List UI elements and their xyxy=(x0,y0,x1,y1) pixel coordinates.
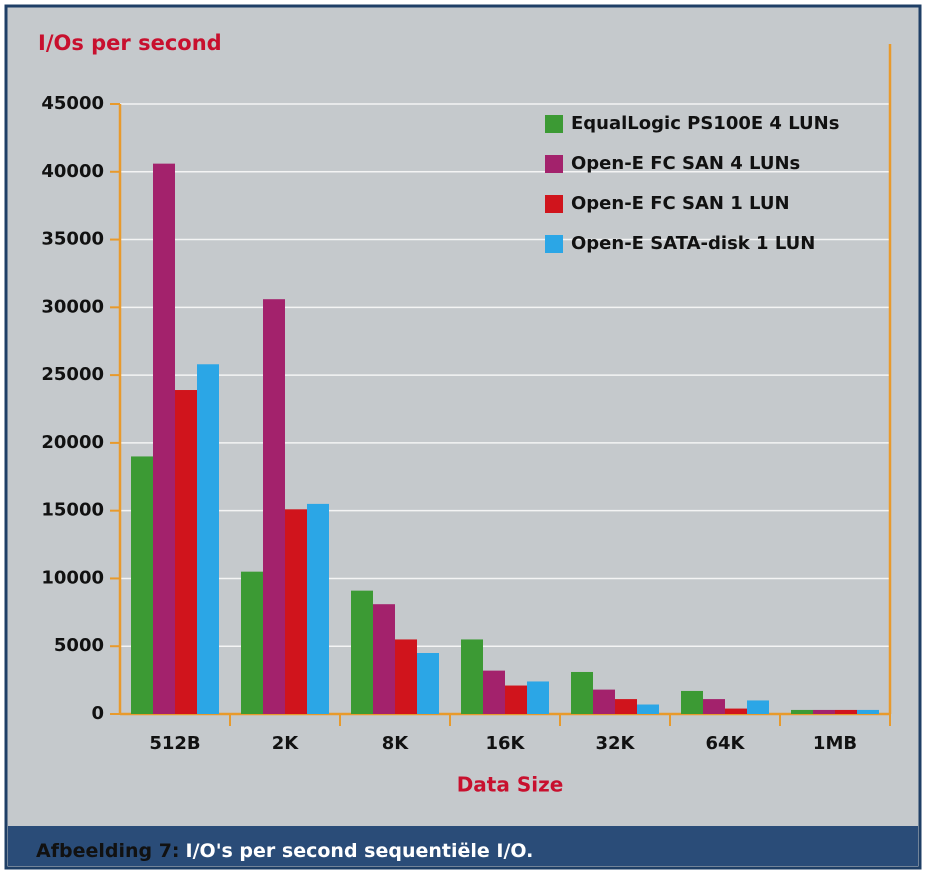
y-tick-label: 35000 xyxy=(41,229,104,250)
legend-label: Open-E SATA-disk 1 LUN xyxy=(571,233,815,254)
legend-swatch xyxy=(545,195,563,213)
bar xyxy=(483,670,505,714)
chart-title: I/Os per second xyxy=(38,31,222,55)
bar xyxy=(351,590,373,714)
caption-band xyxy=(8,826,918,866)
legend-label: Open-E FC SAN 1 LUN xyxy=(571,193,790,214)
y-tick-label: 5000 xyxy=(54,635,104,656)
legend-swatch xyxy=(545,155,563,173)
y-tick-label: 25000 xyxy=(41,364,104,385)
bar xyxy=(373,604,395,714)
bar xyxy=(747,700,769,714)
bar xyxy=(527,681,549,714)
bar xyxy=(131,456,153,714)
y-tick-label: 10000 xyxy=(41,567,104,588)
x-axis-label: Data Size xyxy=(457,773,564,797)
caption-text: I/O's per second sequentiële I/O. xyxy=(186,840,534,862)
bar xyxy=(395,639,417,714)
y-tick-label: 15000 xyxy=(41,500,104,521)
y-tick-label: 0 xyxy=(91,703,104,724)
legend-label: Open-E FC SAN 4 LUNs xyxy=(571,153,800,174)
x-tick-label: 16K xyxy=(486,733,526,754)
x-tick-label: 64K xyxy=(706,733,746,754)
legend-label: EqualLogic PS100E 4 LUNs xyxy=(571,113,839,134)
bar xyxy=(593,689,615,714)
bar xyxy=(263,299,285,714)
x-tick-label: 2K xyxy=(272,733,300,754)
x-tick-label: 8K xyxy=(382,733,410,754)
bar xyxy=(857,709,879,714)
bar xyxy=(791,709,813,714)
bar xyxy=(307,503,329,714)
bar xyxy=(417,653,439,714)
bar xyxy=(703,699,725,714)
y-tick-label: 40000 xyxy=(41,161,104,182)
x-tick-label: 1MB xyxy=(813,733,857,754)
bar xyxy=(241,571,263,714)
bar xyxy=(197,364,219,714)
bar xyxy=(461,639,483,714)
bar xyxy=(571,671,593,714)
chart-background xyxy=(4,4,922,870)
y-tick-label: 45000 xyxy=(41,93,104,114)
caption: Afbeelding 7: I/O's per second sequentiël… xyxy=(36,840,533,862)
y-tick-label: 20000 xyxy=(41,432,104,453)
bar xyxy=(637,704,659,714)
legend-swatch xyxy=(545,115,563,133)
bar xyxy=(615,699,637,714)
bar xyxy=(285,509,307,714)
bar xyxy=(175,390,197,714)
y-tick-label: 30000 xyxy=(41,296,104,317)
x-tick-label: 32K xyxy=(596,733,636,754)
caption-label: Afbeelding 7: xyxy=(36,840,180,862)
bar xyxy=(725,708,747,714)
x-tick-label: 512B xyxy=(149,733,200,754)
bar xyxy=(681,690,703,714)
bar xyxy=(505,685,527,714)
bar xyxy=(813,709,835,714)
bar xyxy=(835,709,857,714)
legend-swatch xyxy=(545,235,563,253)
bar xyxy=(153,163,175,715)
